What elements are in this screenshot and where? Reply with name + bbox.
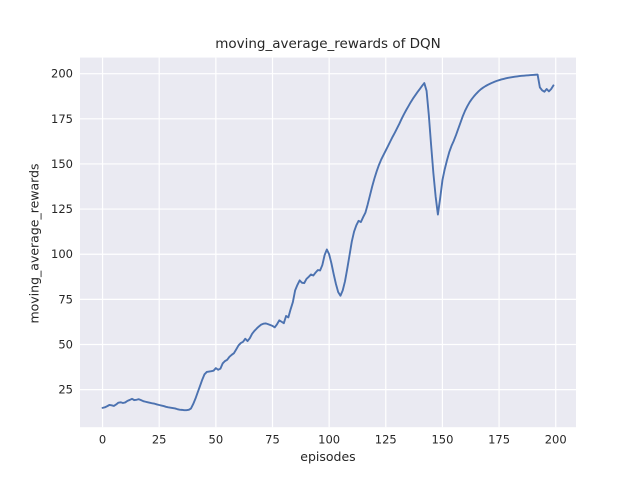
x-tick-label: 125 [375, 433, 397, 447]
y-tick-label: 125 [51, 202, 73, 216]
y-tick-label: 200 [51, 67, 73, 81]
y-tick-label: 50 [58, 338, 73, 352]
x-tick-label: 75 [265, 433, 280, 447]
x-tick-label: 150 [431, 433, 453, 447]
y-tick-label: 100 [51, 247, 73, 261]
y-tick-label: 150 [51, 157, 73, 171]
x-tick-label: 50 [209, 433, 224, 447]
x-tick-label: 25 [152, 433, 167, 447]
y-tick-label: 75 [58, 292, 73, 306]
x-axis-label: episodes [300, 449, 356, 464]
data-line-moving_average_rewards [101, 73, 555, 412]
y-axis-label: moving_average_rewards [26, 163, 42, 324]
chart-title: moving_average_rewards of DQN [215, 36, 441, 52]
y-tick-label: 25 [58, 383, 73, 397]
x-tick-label: 0 [99, 433, 106, 447]
y-tick-label: 175 [51, 112, 73, 126]
plot-background [80, 57, 576, 428]
x-tick-label: 175 [488, 433, 510, 447]
x-tick-label: 100 [318, 433, 340, 447]
x-tick-label: 200 [545, 433, 567, 447]
